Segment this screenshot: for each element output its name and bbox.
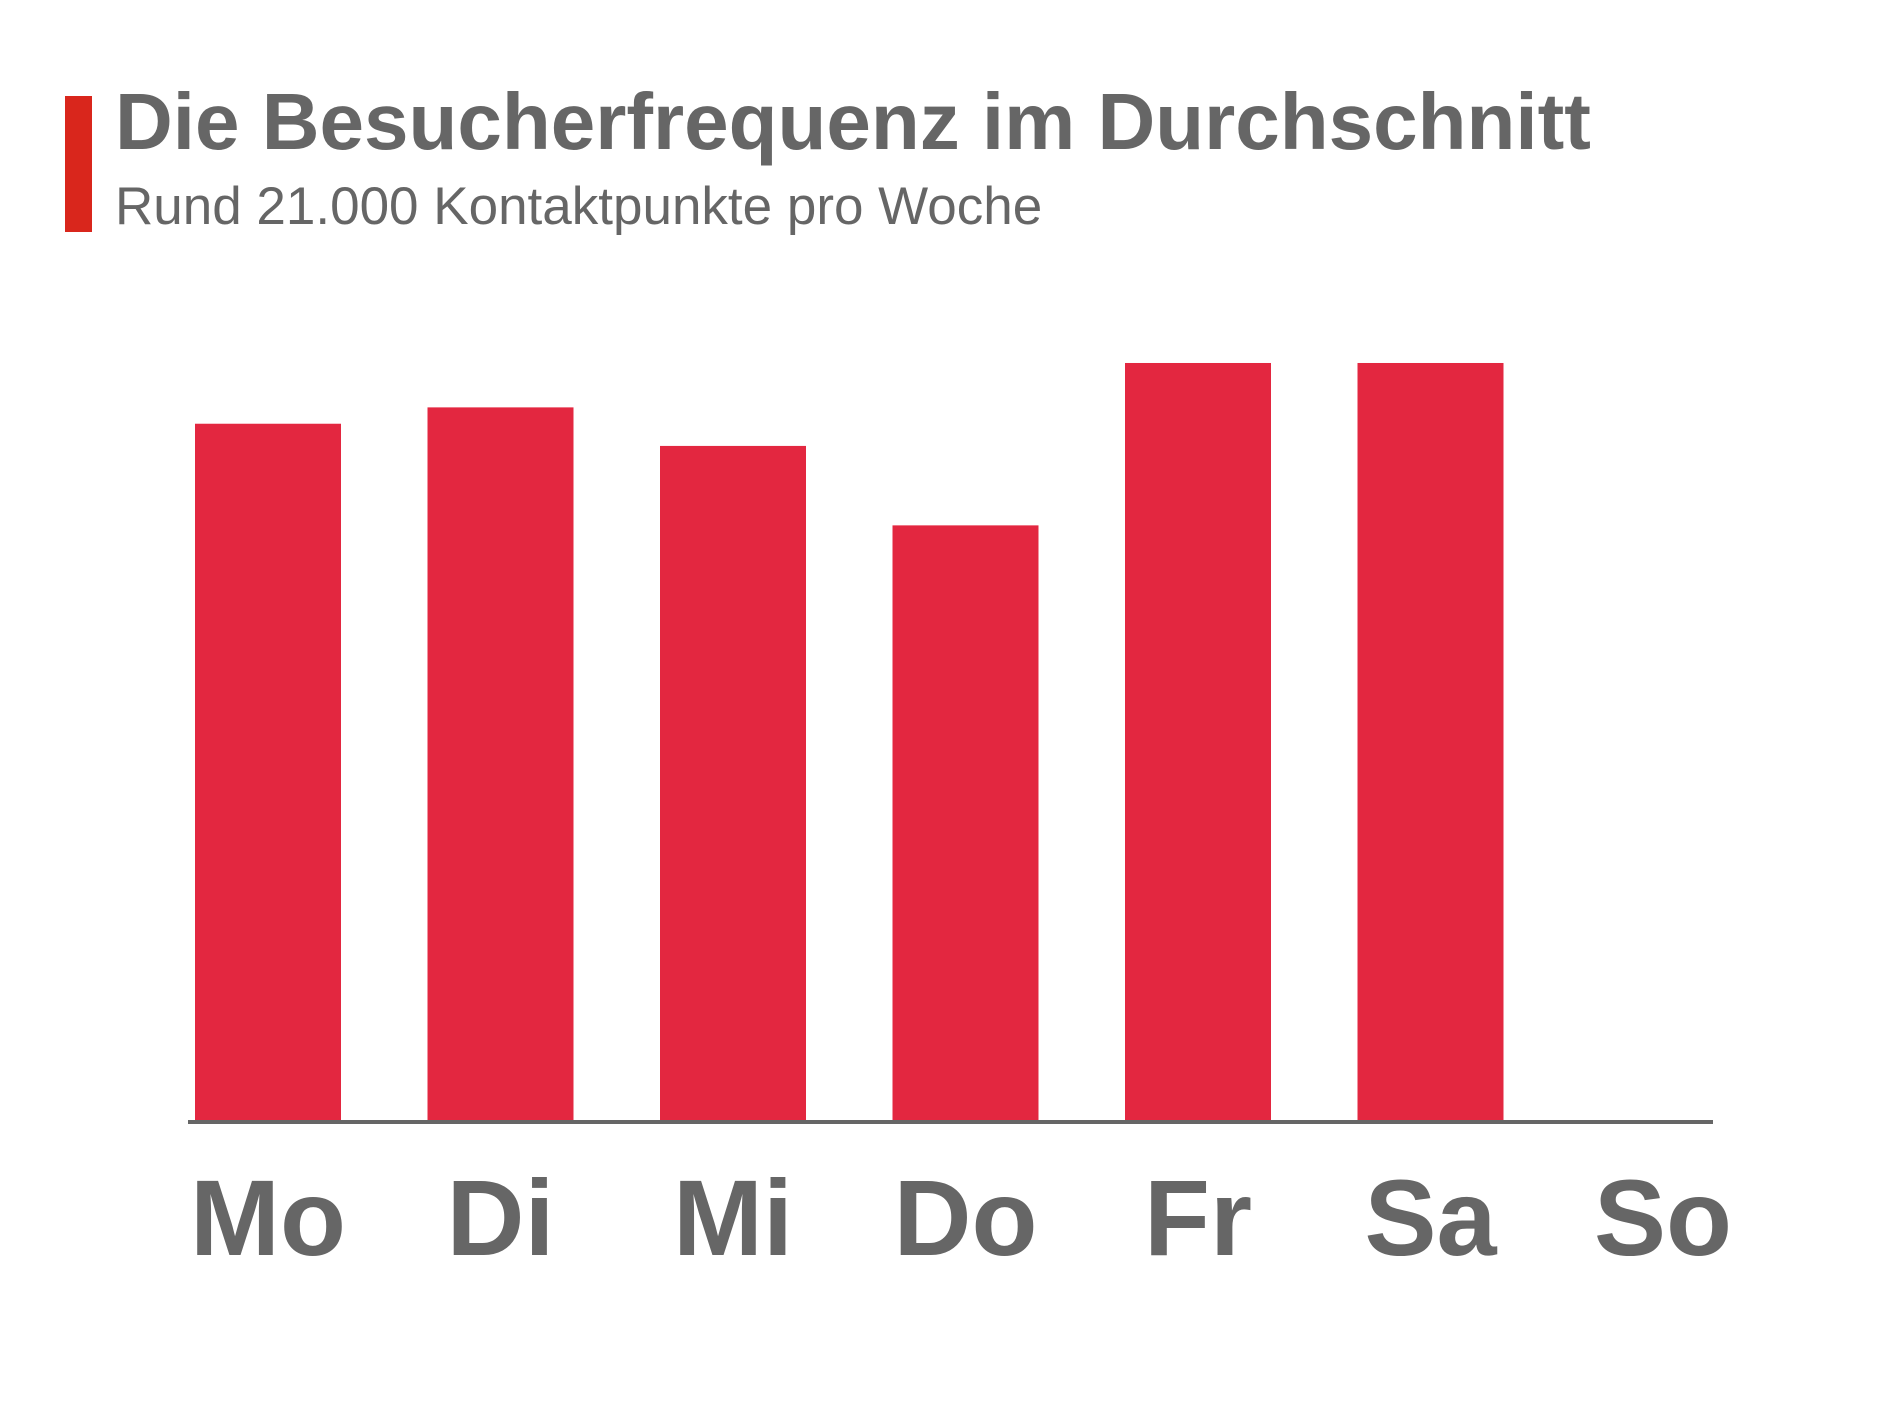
bar-mi	[660, 445, 806, 1120]
bar-do	[892, 525, 1039, 1120]
x-tick-label-di: Di	[447, 1157, 555, 1278]
bar-series	[195, 362, 1504, 1120]
chart-subtitle: Rund 21.000 Kontaktpunkte pro Woche	[115, 177, 1043, 236]
chart-title: Die Besucherfrequenz im Durchschnitt	[115, 77, 1591, 166]
x-tick-label-fr: Fr	[1144, 1157, 1252, 1278]
bar-mo	[195, 423, 341, 1120]
bar-di	[427, 407, 574, 1120]
x-axis-tick-labels: Mo Di Mi Do Fr Sa So	[190, 1157, 1732, 1278]
x-tick-label-do: Do	[894, 1157, 1038, 1278]
bar-sa	[1357, 362, 1504, 1120]
x-tick-label-mo: Mo	[190, 1157, 346, 1278]
x-tick-label-mi: Mi	[673, 1157, 793, 1278]
x-tick-label-so: So	[1594, 1157, 1732, 1278]
title-accent-bar	[65, 96, 92, 232]
bar-fr	[1125, 362, 1271, 1120]
x-tick-label-sa: Sa	[1364, 1157, 1497, 1278]
